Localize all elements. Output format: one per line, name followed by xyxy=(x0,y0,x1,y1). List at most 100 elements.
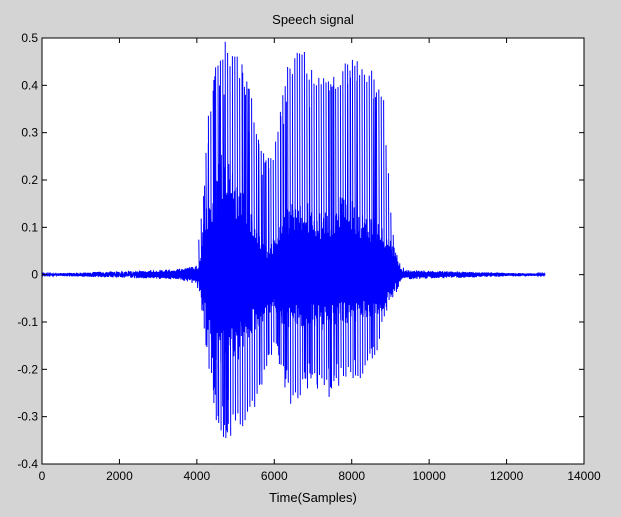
signal-spike xyxy=(337,86,340,386)
y-tick-label: 0.5 xyxy=(21,31,38,45)
signal-spike xyxy=(296,52,299,399)
signal-spike xyxy=(301,54,304,380)
signal-spike xyxy=(390,212,393,295)
signal-spike xyxy=(332,85,335,382)
signal-spike xyxy=(313,83,316,374)
signal-spike xyxy=(217,65,220,424)
signal-spike xyxy=(356,61,359,377)
signal-spike xyxy=(246,81,248,412)
signal-spike xyxy=(236,56,239,414)
signal-spike xyxy=(207,115,210,369)
signal-spike xyxy=(320,84,323,379)
signal-spike xyxy=(361,69,364,374)
signal-spike xyxy=(359,75,361,379)
x-tick-label: 6000 xyxy=(261,469,288,483)
signal-spike xyxy=(224,41,227,439)
signal-spike xyxy=(231,56,234,415)
signal-spike xyxy=(373,79,376,355)
x-tick-label: 10000 xyxy=(412,469,446,483)
signal-spike xyxy=(349,70,352,372)
signal-spike xyxy=(239,78,241,425)
y-tick-label: 0.3 xyxy=(21,126,38,140)
signal-spike xyxy=(368,75,371,354)
signal-spike xyxy=(311,69,313,375)
signal-spike xyxy=(251,98,253,401)
y-tick-label: 0.2 xyxy=(21,173,38,187)
signal-spike xyxy=(279,111,282,365)
signal-spike xyxy=(375,92,378,351)
signal-spike xyxy=(282,95,284,367)
signal-spike xyxy=(291,74,294,396)
signal-spike xyxy=(306,73,308,389)
signal-spike xyxy=(294,58,296,393)
signal-spike xyxy=(258,143,260,385)
ticks-layer: 0 2000 4000 6000 8000 10000 12000 14000 -0.4 -0.3… xyxy=(17,31,601,483)
signal-spike xyxy=(219,60,222,431)
signal-spike xyxy=(387,173,390,301)
y-tick-label: -0.2 xyxy=(17,362,38,376)
signal-spike xyxy=(303,51,306,379)
signal-spike xyxy=(234,56,236,421)
signal-spike xyxy=(265,160,268,366)
signal-spike xyxy=(339,85,342,368)
signal-spike xyxy=(198,239,200,292)
signal-spike xyxy=(203,196,205,329)
signal-spike xyxy=(284,86,287,374)
signal-spike xyxy=(366,81,369,361)
signal-spike xyxy=(327,81,330,397)
signal-spike xyxy=(215,67,217,421)
signal-spike xyxy=(212,90,215,404)
signal-spike xyxy=(255,134,258,394)
signal-spike xyxy=(299,53,301,396)
signal-spike xyxy=(263,153,265,370)
signal-spike xyxy=(351,59,354,379)
signal-spike xyxy=(270,158,272,355)
signal-spike xyxy=(344,63,347,377)
signal-spike xyxy=(397,265,400,280)
signal-layer xyxy=(41,41,546,439)
y-tick-label: -0.4 xyxy=(17,457,38,471)
signal-spike xyxy=(392,234,395,290)
x-tick-label: 4000 xyxy=(184,469,211,483)
axes-frame xyxy=(41,37,585,465)
signal-spike xyxy=(287,67,289,383)
x-tick-label: 2000 xyxy=(106,469,133,483)
chart-title: Speech signal xyxy=(272,12,354,27)
signal-spike xyxy=(260,150,263,385)
x-tick-label: 0 xyxy=(39,469,46,483)
signal-spike xyxy=(272,159,275,343)
signal-spike xyxy=(267,157,270,355)
y-tick-label: -0.3 xyxy=(17,410,38,424)
y-tick-label: 0 xyxy=(31,268,38,282)
signal-spike xyxy=(253,122,256,407)
x-axis-label: Time(Samples) xyxy=(269,490,357,505)
signal-spike xyxy=(277,131,280,356)
y-tick-label: 0.4 xyxy=(21,78,38,92)
signal-spike xyxy=(354,65,357,376)
signal-spike xyxy=(210,111,212,374)
x-tick-label: 12000 xyxy=(490,469,524,483)
signal-spike xyxy=(241,64,244,427)
signal-spike xyxy=(248,88,251,407)
x-tick-label: 14000 xyxy=(567,469,601,483)
signal-spike xyxy=(347,64,349,368)
y-tick-label: -0.1 xyxy=(17,315,38,329)
signal-spike xyxy=(227,53,229,424)
signal-spike xyxy=(330,84,333,389)
signal-spike xyxy=(378,89,381,339)
signal-spike xyxy=(308,79,311,374)
signal-spike xyxy=(342,71,345,376)
x-tick-label: 8000 xyxy=(338,469,365,483)
signal-spike xyxy=(200,218,203,311)
signal-spike xyxy=(315,85,318,385)
signal-spike xyxy=(289,68,292,404)
signal-spike xyxy=(229,66,232,436)
signal-spike xyxy=(383,100,385,317)
signal-spike xyxy=(275,141,277,344)
signal-spike xyxy=(222,59,224,437)
y-tick-label: 0.1 xyxy=(21,220,38,234)
signal-spike xyxy=(363,74,366,366)
signal-spike xyxy=(371,70,373,359)
